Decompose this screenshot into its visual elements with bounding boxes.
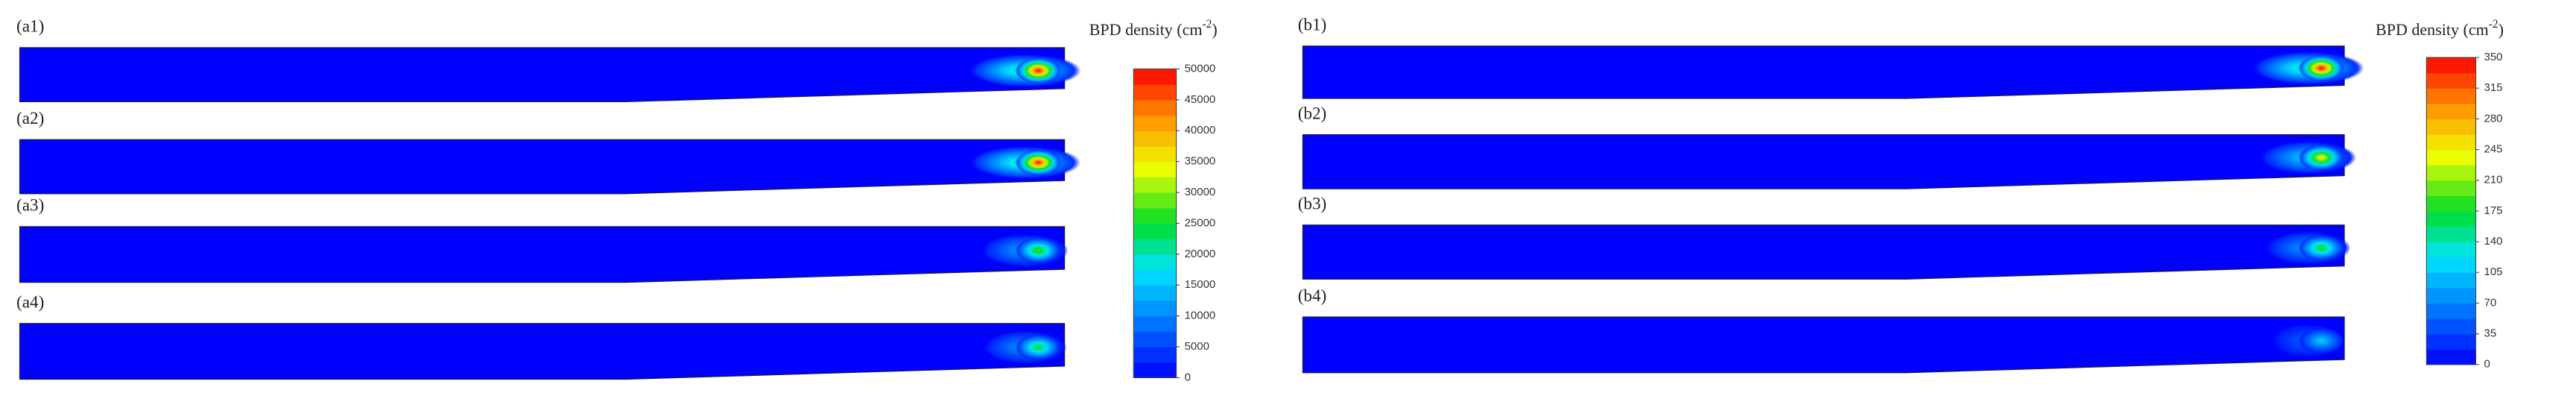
contour-panel: [1302, 133, 2357, 189]
hotspot: [2298, 54, 2345, 81]
colorbar-band: [2426, 180, 2476, 196]
colorbar-tick-label: 245: [2484, 143, 2503, 156]
contour-panel: [1302, 45, 2364, 99]
contour-panel: [19, 323, 1067, 380]
panel-label: (a1): [16, 17, 44, 37]
domain: [19, 139, 1066, 195]
colorbar-band: [1133, 131, 1177, 147]
colorbar-title: BPD density (cm-2): [1089, 18, 1218, 39]
domain: [19, 226, 1066, 283]
domain: [1302, 133, 2345, 189]
colorbar-band: [2426, 88, 2476, 104]
colorbar-tick-label: 175: [2484, 204, 2503, 217]
colorbar-band: [1133, 207, 1177, 224]
colorbar-band: [1133, 145, 1177, 163]
colorbar-tick-label: 0: [2484, 358, 2490, 371]
hotspot: [1015, 57, 1062, 84]
colorbar-band: [2426, 333, 2476, 350]
colorbar-band: [1133, 254, 1177, 271]
panel-label: (b4): [1298, 286, 1327, 306]
contour-panel: [1302, 316, 2345, 374]
colorbar-tick-label: 105: [2484, 266, 2503, 278]
hotspot: [1015, 149, 1062, 176]
colorbar-band: [1133, 285, 1177, 301]
contour-panel: [19, 226, 1069, 283]
colorbar-band: [1133, 161, 1177, 177]
colorbar-band: [2426, 303, 2476, 319]
colorbar-band: [1133, 177, 1177, 193]
colorbar-band: [2426, 242, 2476, 258]
colorbar-tick-label: 15000: [1185, 278, 1216, 291]
colorbar-band: [1133, 223, 1177, 239]
colorbar-tick-label: 140: [2484, 235, 2503, 248]
colorbar-band: [1133, 192, 1177, 209]
colorbar-band: [1133, 239, 1177, 255]
colorbar-tick-label: 315: [2484, 81, 2503, 94]
domain: [1302, 316, 2345, 374]
contour-panel: [19, 139, 1080, 195]
colorbar-band: [1133, 115, 1177, 131]
colorbar-band: [1133, 269, 1177, 286]
colorbar-band: [2426, 103, 2476, 120]
panel-label: (a3): [16, 196, 44, 216]
panel-label: (b3): [1298, 195, 1327, 214]
colorbar-band: [1133, 69, 1177, 85]
colorbar-tick-label: 0: [1185, 371, 1191, 383]
hotspot: [1015, 334, 1062, 361]
panel-label: (a4): [16, 293, 44, 312]
colorbar-band: [2426, 72, 2476, 89]
colorbar-band: [1133, 346, 1177, 363]
colorbar-tick-label: 35000: [1185, 155, 1216, 168]
colorbar-tick-label: 45000: [1185, 93, 1216, 106]
colorbar-band: [2426, 149, 2476, 166]
colorbar-band: [2426, 287, 2476, 304]
panel-label: (b2): [1298, 104, 1327, 123]
colorbar-band: [2426, 257, 2476, 273]
colorbar-band: [2426, 165, 2476, 181]
colorbar-band: [1133, 84, 1177, 101]
domain: [19, 47, 1066, 103]
panel-label: (b1): [1298, 16, 1327, 35]
panel-label: (a2): [16, 109, 44, 128]
colorbar-tick-label: 30000: [1185, 186, 1216, 198]
colorbar-band: [2426, 226, 2476, 242]
colorbar-tick-label: 10000: [1185, 310, 1216, 322]
colorbar-title: BPD density (cm-2): [2376, 18, 2504, 39]
colorbar-tick-label: 35: [2484, 327, 2497, 340]
colorbar-tick-label: 20000: [1185, 248, 1216, 260]
domain: [1302, 45, 2345, 99]
hotspot: [1015, 237, 1062, 264]
colorbar-tick-label: 70: [2484, 296, 2497, 309]
colorbar-tick-label: 25000: [1185, 216, 1216, 229]
colorbar-band: [2426, 272, 2476, 289]
colorbar-band: [1133, 362, 1177, 379]
colorbar-band: [1133, 300, 1177, 317]
colorbar-tick-label: 350: [2484, 51, 2503, 63]
contour-panel: [19, 47, 1081, 103]
contour-panel: [1302, 224, 2351, 280]
hotspot: [2298, 234, 2345, 262]
colorbar-band: [1133, 99, 1177, 116]
colorbar-band: [2426, 210, 2476, 227]
colorbar-band: [1133, 331, 1177, 348]
colorbar-band: [2426, 195, 2476, 212]
colorbar-tick-label: 5000: [1185, 340, 1209, 353]
colorbar-band: [2426, 57, 2476, 74]
colorbar-tick-label: 40000: [1185, 124, 1216, 136]
colorbar-band: [2426, 349, 2476, 365]
colorbar-band: [2426, 318, 2476, 335]
colorbar-band: [2426, 133, 2476, 151]
colorbar-tick-label: 50000: [1185, 62, 1216, 75]
colorbar-tick-label: 210: [2484, 174, 2503, 186]
hotspot: [2298, 144, 2345, 171]
hotspot: [2298, 327, 2345, 354]
domain: [19, 323, 1066, 380]
colorbar-tick-label: 280: [2484, 112, 2503, 125]
colorbar-band: [2426, 119, 2476, 135]
domain: [1302, 224, 2345, 280]
colorbar-band: [1133, 315, 1177, 332]
